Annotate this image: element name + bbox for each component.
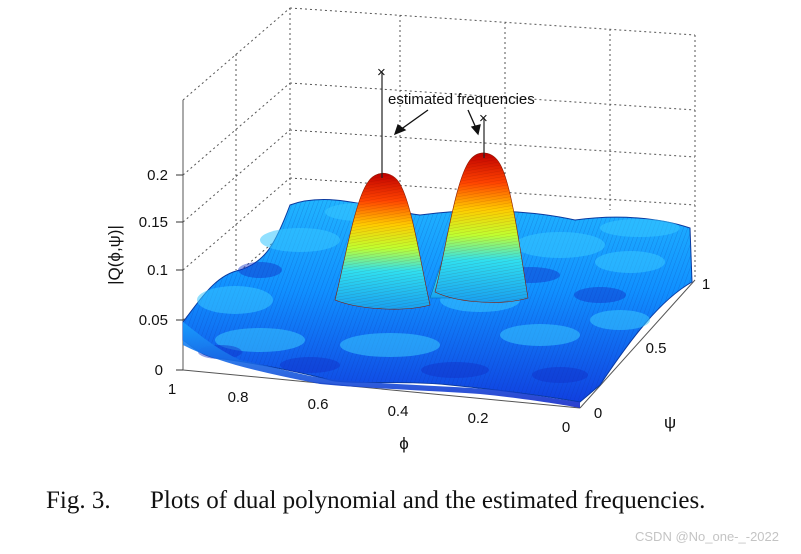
z-tick-4: 0.2	[147, 167, 168, 184]
y-tick-0: 0	[594, 405, 602, 422]
y-axis-label: ψ	[664, 413, 676, 432]
marker-2: ×	[479, 110, 488, 127]
axis-box	[182, 7, 696, 409]
figure-number: Fig. 3.	[46, 487, 111, 514]
y-tick-2: 1	[702, 276, 710, 293]
x-tick-4: 0.2	[468, 410, 489, 427]
x-axis: 1 0.8 0.6 0.4 0.2 0 ϕ	[168, 381, 570, 453]
x-tick-5: 0	[562, 419, 570, 436]
caption-text: Plots of dual polynomial and the estimat…	[150, 487, 706, 514]
x-tick-3: 0.4	[388, 403, 409, 420]
x-tick-1: 0.8	[228, 389, 249, 406]
annotation-label: estimated frequencies	[388, 91, 535, 108]
y-tick-1: 0.5	[646, 340, 667, 357]
x-axis-label: ϕ	[399, 434, 409, 453]
z-tick-3: 0.15	[139, 214, 168, 231]
x-tick-0: 1	[168, 381, 176, 398]
z-tick-0: 0	[155, 362, 163, 379]
watermark: CSDN @No_one-_-2022	[635, 529, 779, 544]
y-axis: 0 0.5 1 ψ	[594, 276, 710, 432]
z-axis: 0 0.05 0.1 0.15 0.2 |Q(ϕ,ψ)|	[105, 167, 183, 379]
figure-caption: Fig. 3. Plots of dual polynomial and the …	[46, 487, 786, 515]
z-axis-label: |Q(ϕ,ψ)|	[105, 225, 124, 285]
z-tick-1: 0.05	[139, 312, 168, 329]
z-tick-2: 0.1	[147, 262, 168, 279]
x-tick-2: 0.6	[308, 396, 329, 413]
estimated-frequency-markers	[381, 72, 485, 178]
marker-1: ×	[377, 64, 386, 81]
surface	[182, 152, 693, 408]
annotation-arrows	[393, 109, 481, 136]
